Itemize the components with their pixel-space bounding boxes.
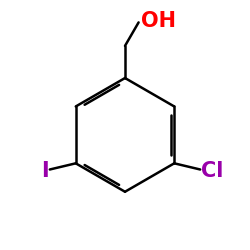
- Text: Cl: Cl: [202, 161, 224, 181]
- Text: OH: OH: [140, 11, 175, 31]
- Text: I: I: [41, 161, 48, 181]
